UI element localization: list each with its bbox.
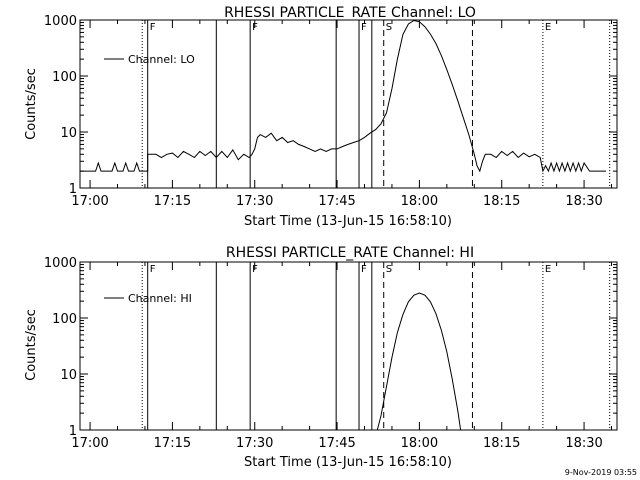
marker-label: F (150, 264, 156, 275)
y-tick-label: 1 (69, 424, 77, 439)
y-tick-label: 10 (60, 368, 77, 383)
legend-label: Channel: LO (128, 53, 195, 66)
x-tick-label: 17:45 (318, 194, 355, 209)
y-ticks: 1 10 100 1000 (44, 14, 617, 197)
x-tick-label: 17:15 (154, 436, 191, 451)
series-line-lo (80, 19, 606, 173)
y-ticks: 1 10 100 1000 (44, 256, 617, 439)
x-ticks: 17:00 17:15 17:30 17:45 18:00 18:15 18:30 (71, 20, 613, 209)
series-line-hi (376, 292, 462, 431)
x-tick-label: 18:15 (483, 436, 520, 451)
y-axis-label: Counts/sec (24, 309, 39, 381)
x-tick-label: 17:15 (154, 194, 191, 209)
x-tick-label: 18:00 (401, 436, 438, 451)
y-tick-label: 1000 (44, 256, 77, 271)
x-tick-label: 17:00 (71, 436, 108, 451)
x-ticks: 17:00 17:15 17:30 17:45 18:00 18:15 18:30 (71, 262, 613, 451)
marker-label: S (386, 22, 392, 33)
x-tick-label: 17:00 (71, 194, 108, 209)
y-axis-label: Counts/sec (24, 68, 39, 140)
chart-lo: RHESSI PARTICLE_RATE Channel: LO FFFSE 1… (24, 5, 618, 229)
marker-label: F (361, 22, 367, 33)
y-tick-label: 1 (69, 182, 77, 197)
y-tick-label: 10 (60, 126, 77, 141)
x-tick-label: 17:30 (236, 436, 273, 451)
chart-title: RHESSI PARTICLE_RATE Channel: HI (226, 245, 474, 261)
y-tick-label: 100 (52, 312, 77, 327)
x-axis-label: Start Time (13-Jun-15 16:58:10) (244, 455, 452, 470)
marker-label: E (545, 264, 551, 275)
footer-timestamp: 9-Nov-2019 03:55 (565, 468, 637, 477)
chart-hi: RHESSI PARTICLE_RATE Channel: HI FFFSE 1… (24, 245, 618, 470)
chart-title: RHESSI PARTICLE_RATE Channel: LO (224, 5, 476, 21)
x-tick-label: 17:30 (236, 194, 273, 209)
x-tick-label: 18:30 (565, 436, 602, 451)
legend-label: Channel: HI (128, 292, 192, 305)
marker-label: S (386, 264, 392, 275)
marker-lines (141, 262, 611, 430)
x-axis-label: Start Time (13-Jun-15 16:58:10) (244, 214, 452, 229)
plot-frame (79, 261, 618, 431)
x-tick-label: 18:15 (483, 194, 520, 209)
x-tick-label: 17:45 (318, 436, 355, 451)
marker-label: F (150, 22, 156, 33)
y-tick-label: 100 (52, 70, 77, 85)
y-tick-label: 1000 (44, 14, 77, 29)
marker-label: F (361, 264, 367, 275)
plot-frame (79, 19, 618, 189)
x-tick-label: 18:30 (565, 194, 602, 209)
x-tick-label: 18:00 (401, 194, 438, 209)
marker-label: E (545, 22, 551, 33)
